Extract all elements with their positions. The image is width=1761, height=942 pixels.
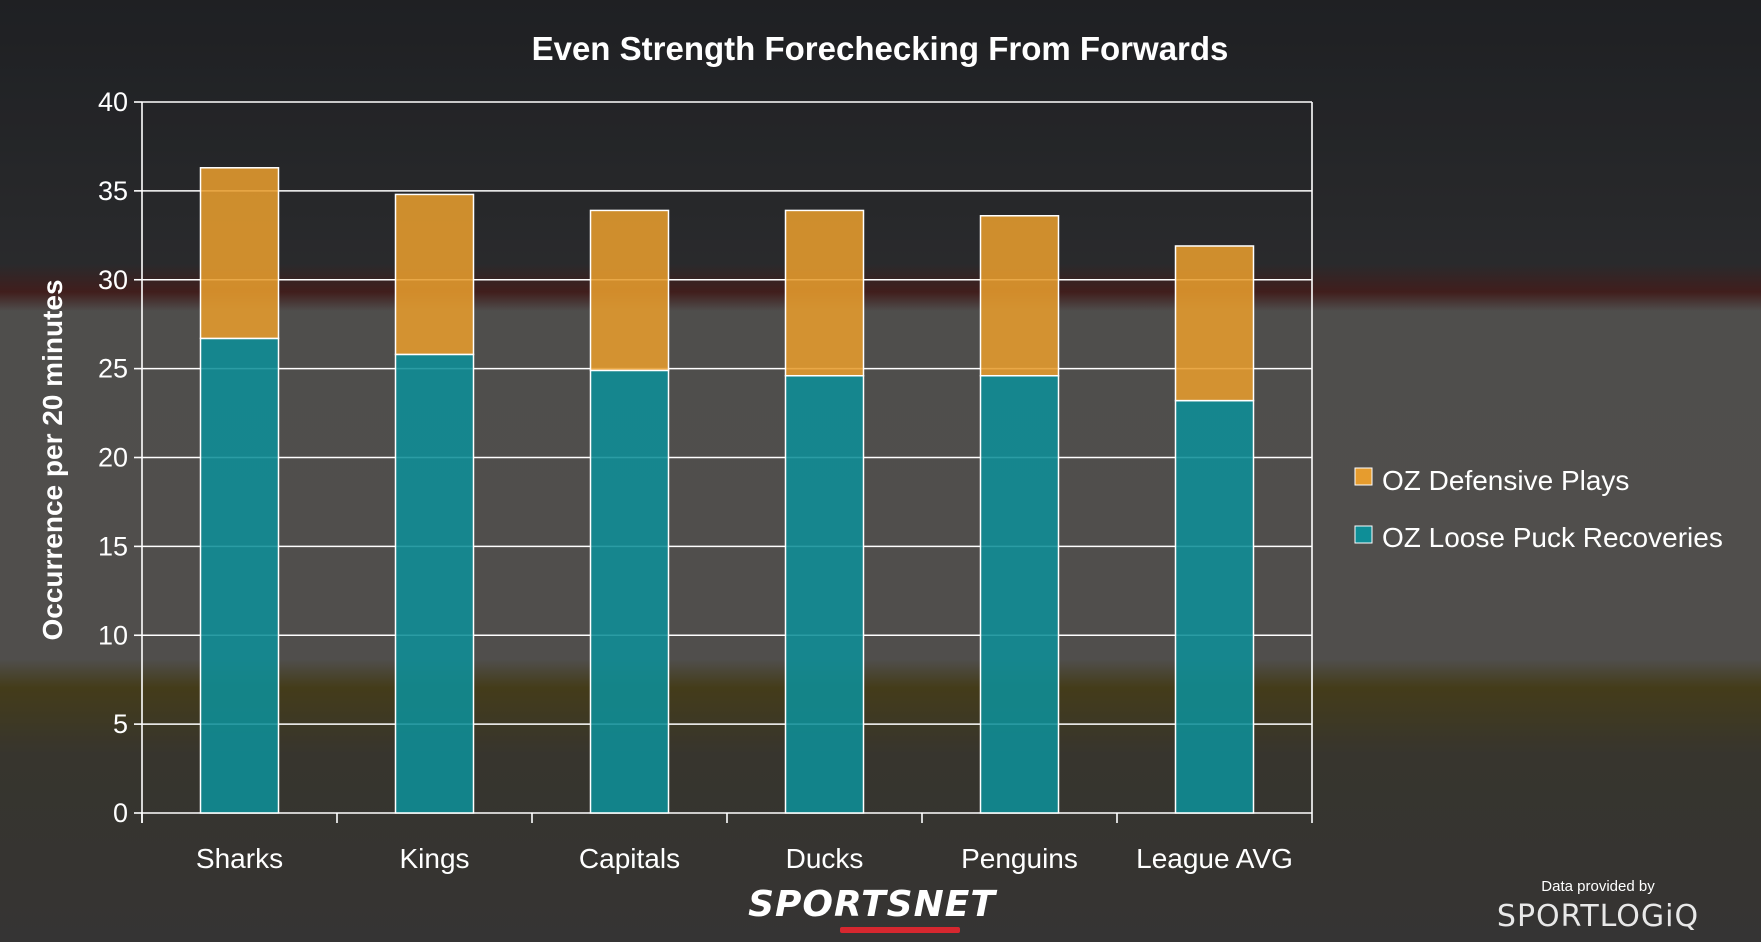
- y-tick-label: 10: [98, 620, 128, 650]
- y-tick-label: 15: [98, 531, 128, 561]
- y-tick-label: 0: [113, 798, 128, 828]
- bar-loose-puck-recoveries: [589, 369, 670, 814]
- bar-defensive-plays: [1174, 245, 1255, 402]
- x-category-label: Sharks: [196, 843, 283, 874]
- bar-loose-puck-recoveries: [979, 374, 1060, 814]
- y-tick-label: 40: [98, 87, 128, 117]
- y-tick-label: 20: [98, 443, 128, 473]
- data-credit-label: Data provided by: [1541, 878, 1655, 895]
- sportlogiq-logo: SPORTLOGiQ: [1496, 899, 1700, 934]
- gridlines: [134, 101, 1312, 814]
- bar-defensive-plays: [979, 215, 1060, 377]
- x-category-label: Penguins: [961, 843, 1078, 874]
- x-category-label: League AVG: [1136, 843, 1293, 874]
- bar-defensive-plays: [394, 193, 475, 356]
- legend-swatch-defensive: [1354, 467, 1373, 486]
- y-tick-label: 30: [98, 265, 128, 295]
- bar-loose-puck-recoveries: [784, 374, 865, 814]
- chart-title: Even Strength Forechecking From Forwards: [532, 30, 1229, 67]
- legend: OZ Defensive Plays OZ Loose Puck Recover…: [1354, 465, 1723, 553]
- x-category-label: Kings: [399, 843, 469, 874]
- x-category-labels: Sharks Kings Capitals Ducks Penguins League A…: [196, 843, 1293, 874]
- y-tick-label: 5: [113, 709, 128, 739]
- legend-label-defensive: OZ Defensive Plays: [1382, 465, 1629, 496]
- sportsnet-logo-accent: [840, 927, 960, 933]
- bars: [199, 167, 1255, 814]
- bar-defensive-plays: [589, 209, 670, 372]
- bar-loose-puck-recoveries: [199, 337, 280, 814]
- x-category-label: Capitals: [579, 843, 680, 874]
- bar-loose-puck-recoveries: [1174, 399, 1255, 814]
- sportsnet-logo: SPORTSNET: [748, 884, 996, 925]
- bar-defensive-plays: [199, 167, 280, 340]
- bar-loose-puck-recoveries: [394, 353, 475, 814]
- x-category-label: Ducks: [786, 843, 864, 874]
- y-tick-labels: 0 5 10 15 20 25 30 35 40: [98, 87, 128, 828]
- legend-label-recoveries: OZ Loose Puck Recoveries: [1382, 522, 1723, 553]
- data-credit: Data provided by SPORTLOGiQ: [1478, 878, 1718, 934]
- bar-defensive-plays: [784, 209, 865, 377]
- y-axis-label: Occurrence per 20 minutes: [37, 279, 68, 640]
- legend-swatch-recoveries: [1354, 525, 1373, 544]
- y-tick-label: 35: [98, 176, 128, 206]
- axes: [141, 102, 1313, 823]
- y-tick-label: 25: [98, 354, 128, 384]
